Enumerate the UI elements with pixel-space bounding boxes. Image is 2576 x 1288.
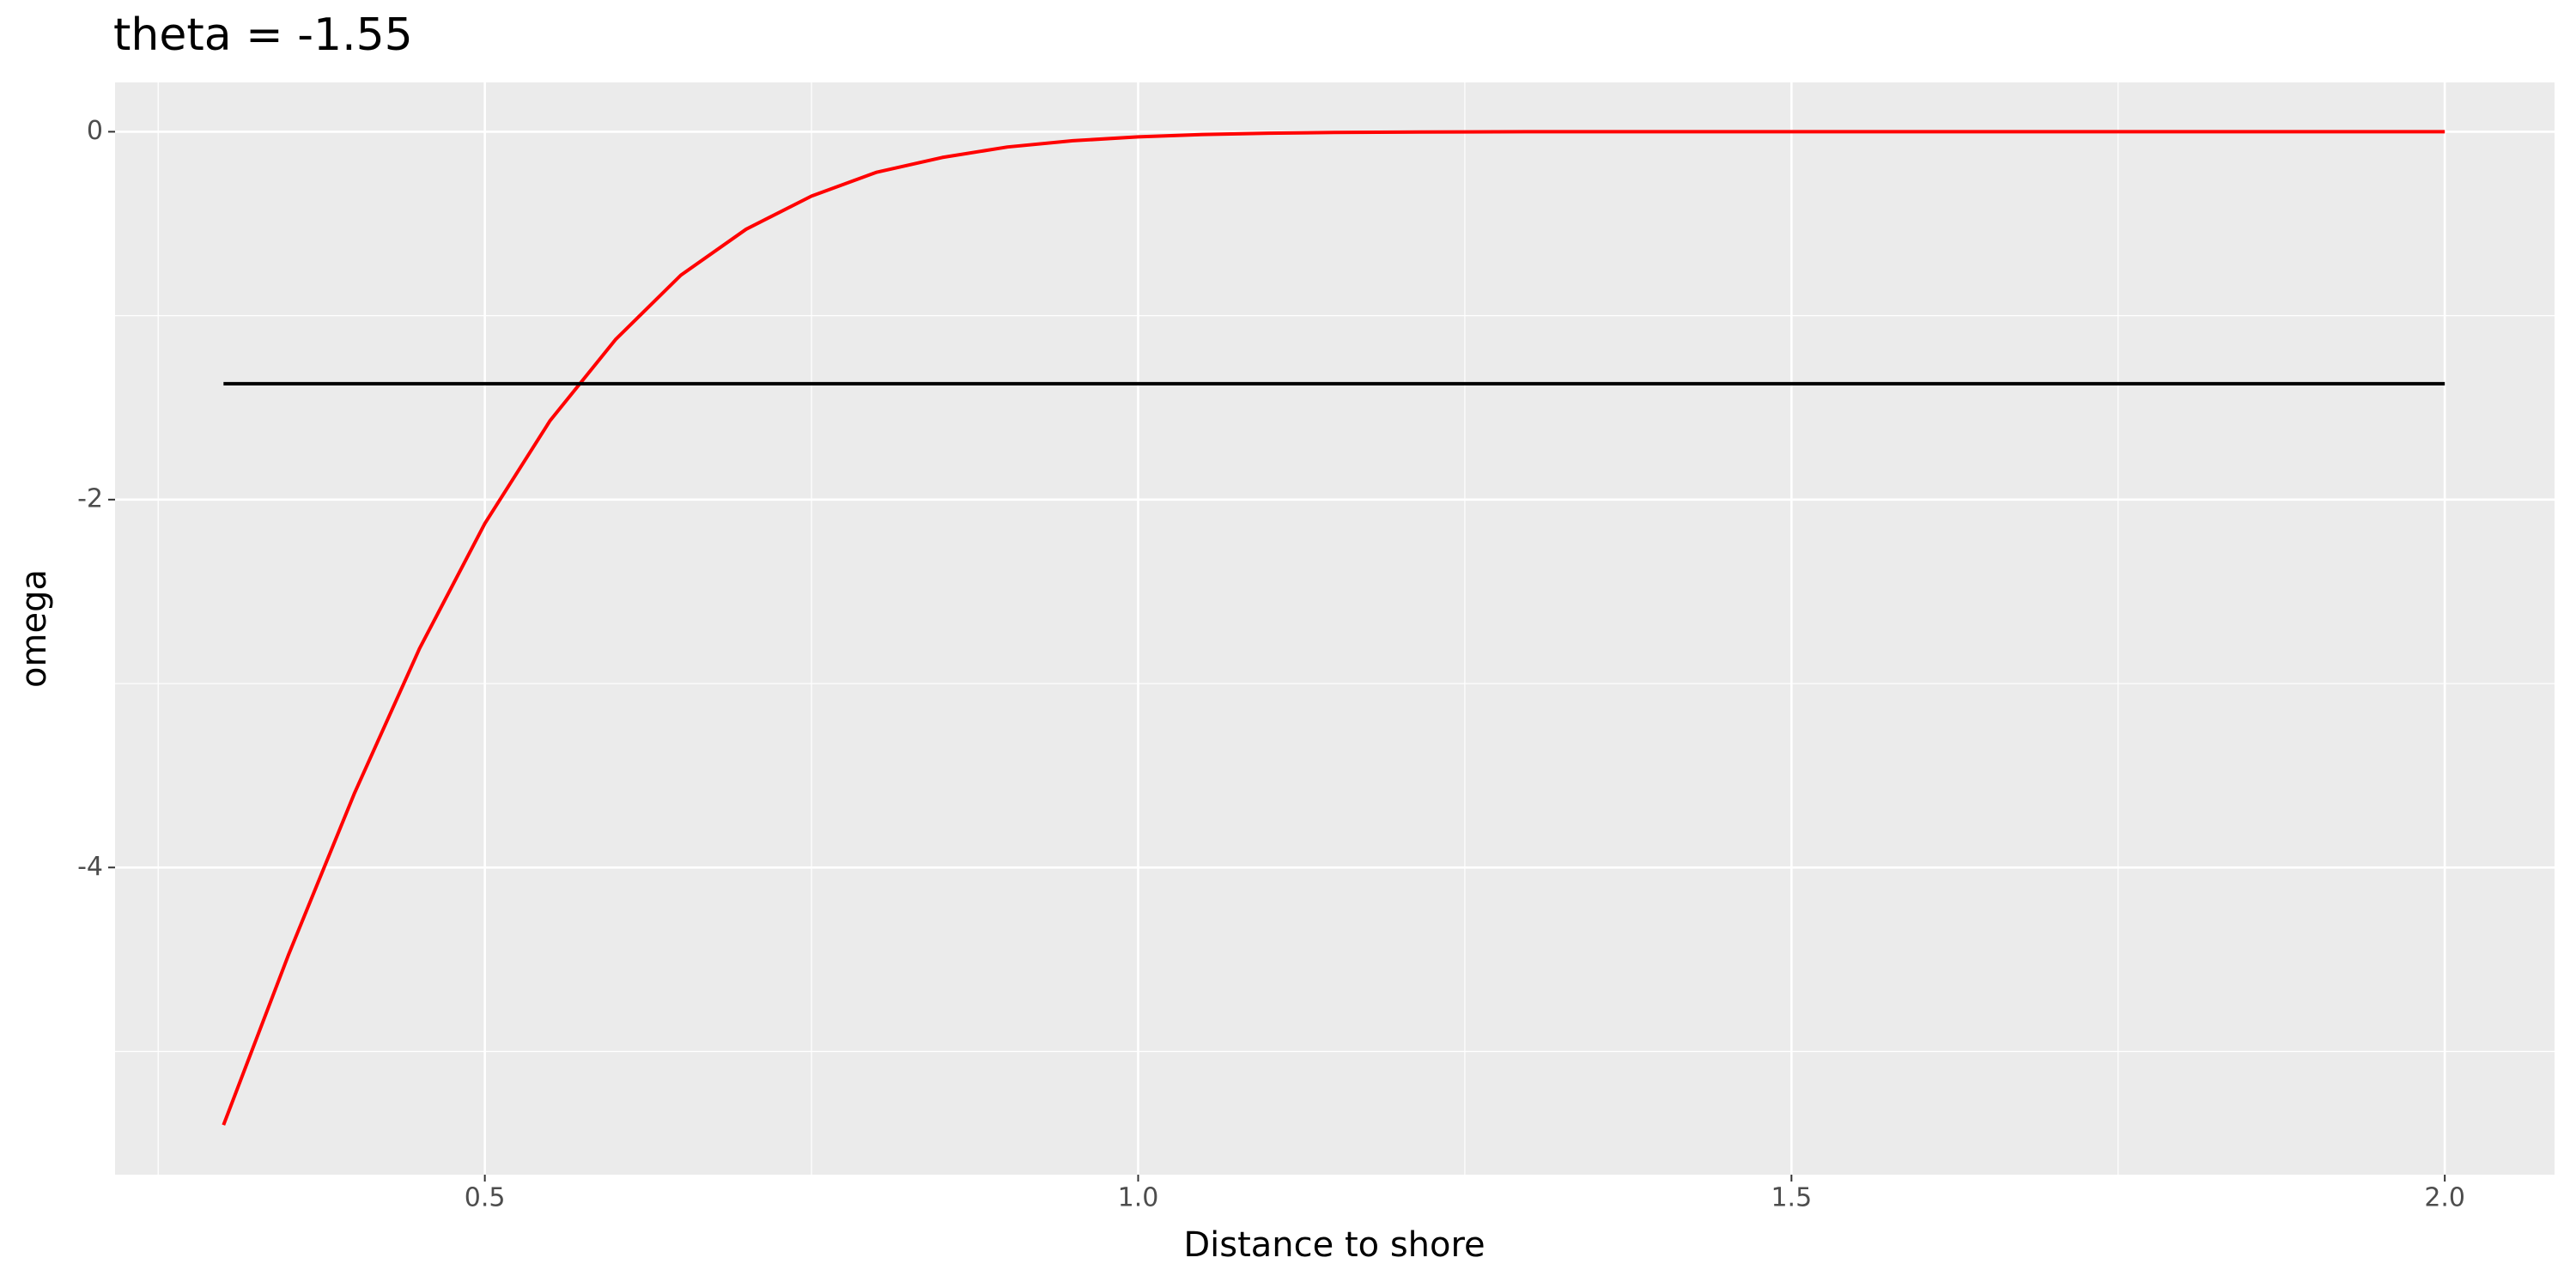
x-axis-title: Distance to shore [1183,1225,1485,1265]
x-tick-label: 1.0 [1118,1183,1159,1213]
y-tick-label: 0 [87,116,103,146]
y-axis-title: omega [15,569,54,688]
data-line [222,130,2445,1126]
x-tick-label: 1.5 [1771,1183,1812,1213]
chart-title: theta = -1.55 [113,9,413,61]
y-tick-label: -4 [77,852,103,882]
plot-panel [115,82,2555,1175]
y-tick-label: -2 [77,483,103,513]
x-tick-label: 2.0 [2424,1183,2465,1213]
x-tick-label: 0.5 [465,1183,506,1213]
